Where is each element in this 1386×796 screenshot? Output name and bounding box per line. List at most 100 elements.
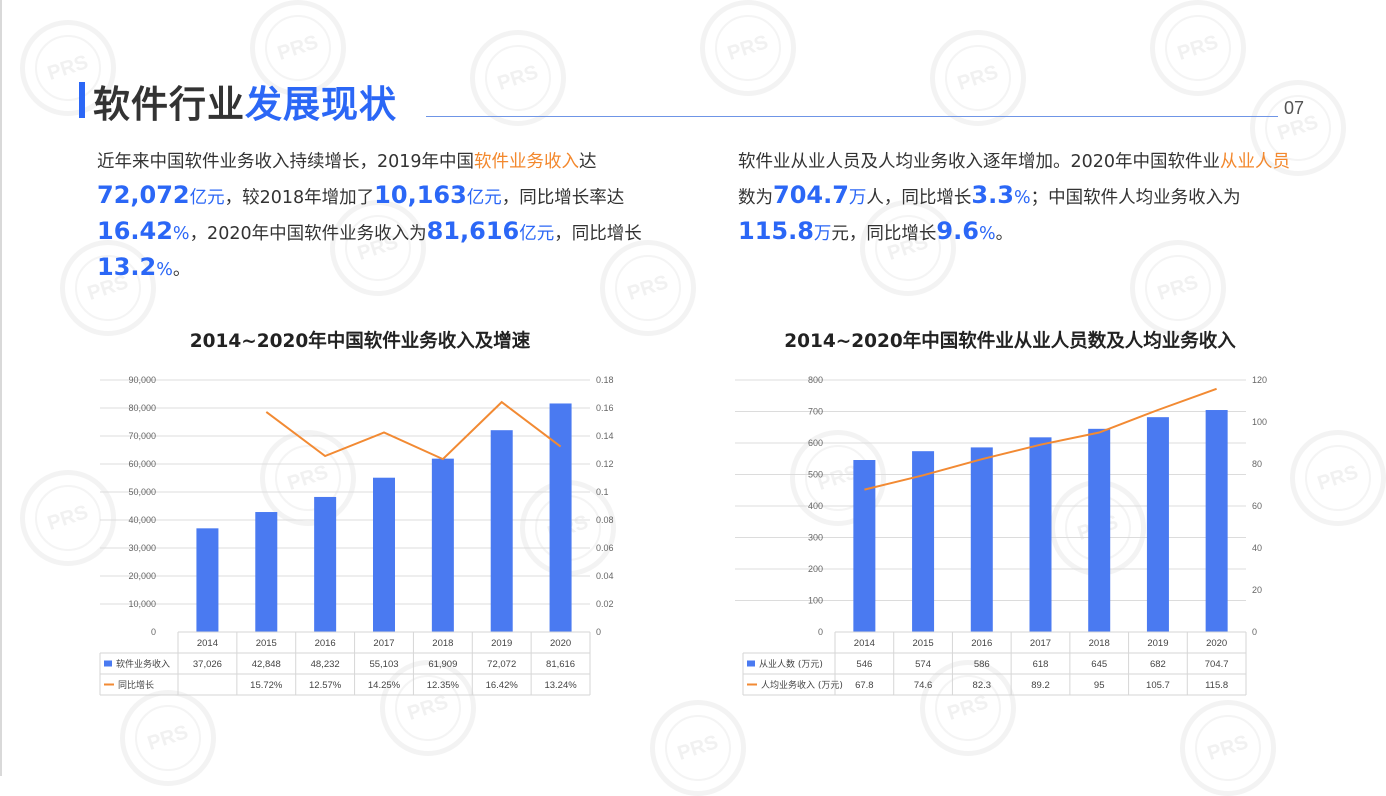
data-label: 95 bbox=[1094, 680, 1105, 691]
right-axis-tick-label: 0.12 bbox=[596, 459, 614, 469]
legend-label: 人均业务收入 (万元) bbox=[761, 679, 843, 691]
left-axis-tick-label: 800 bbox=[808, 375, 823, 385]
left-axis-tick-label: 500 bbox=[808, 470, 823, 480]
bar bbox=[1146, 417, 1169, 632]
highlight-text: 从业人员 bbox=[1220, 152, 1291, 172]
revenue-paragraph: 近年来中国软件业务收入持续增长，2019年中国软件业务收入达72,072亿元，较… bbox=[97, 146, 642, 287]
right-axis-tick-label: 0.02 bbox=[596, 599, 614, 609]
stat-unit: 亿元 bbox=[519, 224, 555, 244]
text: ，同比增长 bbox=[554, 224, 642, 244]
category-label: 2019 bbox=[491, 638, 512, 649]
series-line bbox=[864, 387, 1217, 491]
bar bbox=[549, 403, 572, 632]
right-axis-tick-label: 0.04 bbox=[596, 571, 614, 581]
stat-unit: % bbox=[978, 224, 996, 244]
text: ；中国软件人均业务收入为 bbox=[1030, 188, 1241, 208]
bar bbox=[1205, 410, 1228, 632]
stat-unit: 万 bbox=[848, 188, 867, 208]
category-label: 2018 bbox=[1089, 638, 1110, 649]
data-label: 546 bbox=[856, 659, 872, 670]
right-axis-tick-label: 0.16 bbox=[596, 403, 614, 413]
watermark-stamp bbox=[920, 660, 1016, 756]
legend-swatch-bar bbox=[104, 660, 112, 667]
category-label: 2017 bbox=[1030, 638, 1051, 649]
title-accent-bar bbox=[79, 82, 85, 118]
data-label: 115.8 bbox=[1205, 680, 1228, 691]
bar bbox=[373, 477, 395, 632]
title-prefix: 软件行业 bbox=[93, 83, 245, 126]
chart-title-revenue: 2014~2020年中国软件业务收入及增速 bbox=[189, 331, 531, 352]
left-axis-tick-label: 0 bbox=[151, 627, 156, 637]
legend-swatch-line bbox=[104, 683, 114, 686]
watermark-stamp bbox=[330, 200, 426, 296]
title-highlight: 发展现状 bbox=[245, 83, 397, 126]
left-axis-tick-label: 30,000 bbox=[128, 543, 156, 553]
bar bbox=[970, 447, 993, 632]
stat-number: 72,072 bbox=[97, 181, 190, 209]
stat-unit: % bbox=[1013, 188, 1031, 208]
data-label: 682 bbox=[1150, 659, 1166, 670]
bar bbox=[1088, 428, 1111, 632]
watermark-stamp bbox=[860, 200, 956, 296]
data-label: 61,909 bbox=[428, 659, 457, 670]
text: ，较2018年增加了 bbox=[224, 188, 375, 208]
watermark-stamp bbox=[20, 470, 116, 566]
category-label: 2015 bbox=[256, 638, 277, 649]
data-label: 82.3 bbox=[973, 680, 992, 691]
left-axis-tick-label: 90,000 bbox=[128, 375, 156, 385]
legend-label: 同比增长 bbox=[118, 679, 154, 691]
page-title: 软件行业发展现状 bbox=[93, 74, 397, 128]
data-label: 72,072 bbox=[487, 659, 516, 670]
data-label: 48,232 bbox=[311, 659, 340, 670]
stat-number: 10,163 bbox=[374, 181, 467, 209]
bar bbox=[314, 496, 337, 632]
text: 元，同比增长 bbox=[831, 224, 937, 244]
right-axis-tick-label: 0.08 bbox=[596, 515, 614, 525]
right-axis-tick-label: 0 bbox=[1252, 627, 1257, 637]
highlight-text: 软件业务收入 bbox=[474, 152, 580, 172]
left-axis-tick-label: 600 bbox=[808, 438, 823, 448]
watermark-stamp bbox=[20, 20, 116, 116]
stat-number: 704.7 bbox=[773, 181, 849, 209]
stat-number: 81,616 bbox=[426, 217, 520, 245]
title-underline bbox=[426, 116, 1278, 117]
left-axis-tick-label: 400 bbox=[808, 501, 823, 511]
watermark-stamp bbox=[700, 0, 796, 96]
data-label: 645 bbox=[1091, 659, 1107, 670]
left-axis-tick-label: 200 bbox=[808, 564, 823, 574]
right-axis-tick-label: 120 bbox=[1252, 375, 1267, 385]
category-label: 2016 bbox=[315, 638, 336, 649]
stat-number: 9.6 bbox=[936, 217, 979, 245]
text: ，2020年中国软件业务收入为 bbox=[189, 224, 427, 244]
category-label: 2019 bbox=[1147, 638, 1168, 649]
data-label: 12.57% bbox=[309, 680, 342, 691]
data-label: 55,103 bbox=[369, 659, 398, 670]
data-label: 105.7 bbox=[1146, 680, 1170, 691]
data-label: 13.24% bbox=[544, 680, 577, 691]
left-axis-tick-label: 20,000 bbox=[128, 571, 156, 581]
watermark-stamp bbox=[600, 240, 696, 336]
watermark-stamp bbox=[650, 700, 746, 796]
stat-unit: % bbox=[156, 260, 173, 280]
right-axis-tick-label: 0.14 bbox=[596, 431, 614, 441]
data-label: 14.25% bbox=[368, 680, 401, 691]
data-label: 89.2 bbox=[1031, 680, 1050, 691]
text: 达 bbox=[579, 152, 597, 172]
right-axis-tick-label: 0.18 bbox=[596, 375, 614, 385]
right-axis-tick-label: 0.1 bbox=[596, 487, 609, 497]
text: 数为 bbox=[738, 188, 773, 208]
bar bbox=[431, 458, 454, 632]
right-axis-tick-label: 20 bbox=[1252, 585, 1262, 595]
data-label: 74.6 bbox=[914, 680, 933, 691]
employment-paragraph: 软件业从业人员及人均业务收入逐年增加。2020年中国软件业从业人员数为704.7… bbox=[738, 146, 1293, 251]
data-label: 586 bbox=[974, 659, 990, 670]
text: 。 bbox=[172, 260, 191, 280]
watermark-stamp bbox=[60, 240, 156, 336]
data-label: 37,026 bbox=[193, 659, 222, 670]
right-axis-tick-label: 60 bbox=[1252, 501, 1262, 511]
left-axis-tick-label: 100 bbox=[808, 596, 823, 606]
right-axis-tick-label: 40 bbox=[1252, 543, 1262, 553]
data-label: 704.7 bbox=[1205, 659, 1229, 670]
stat-unit: % bbox=[172, 224, 190, 244]
category-label: 2020 bbox=[550, 638, 571, 649]
